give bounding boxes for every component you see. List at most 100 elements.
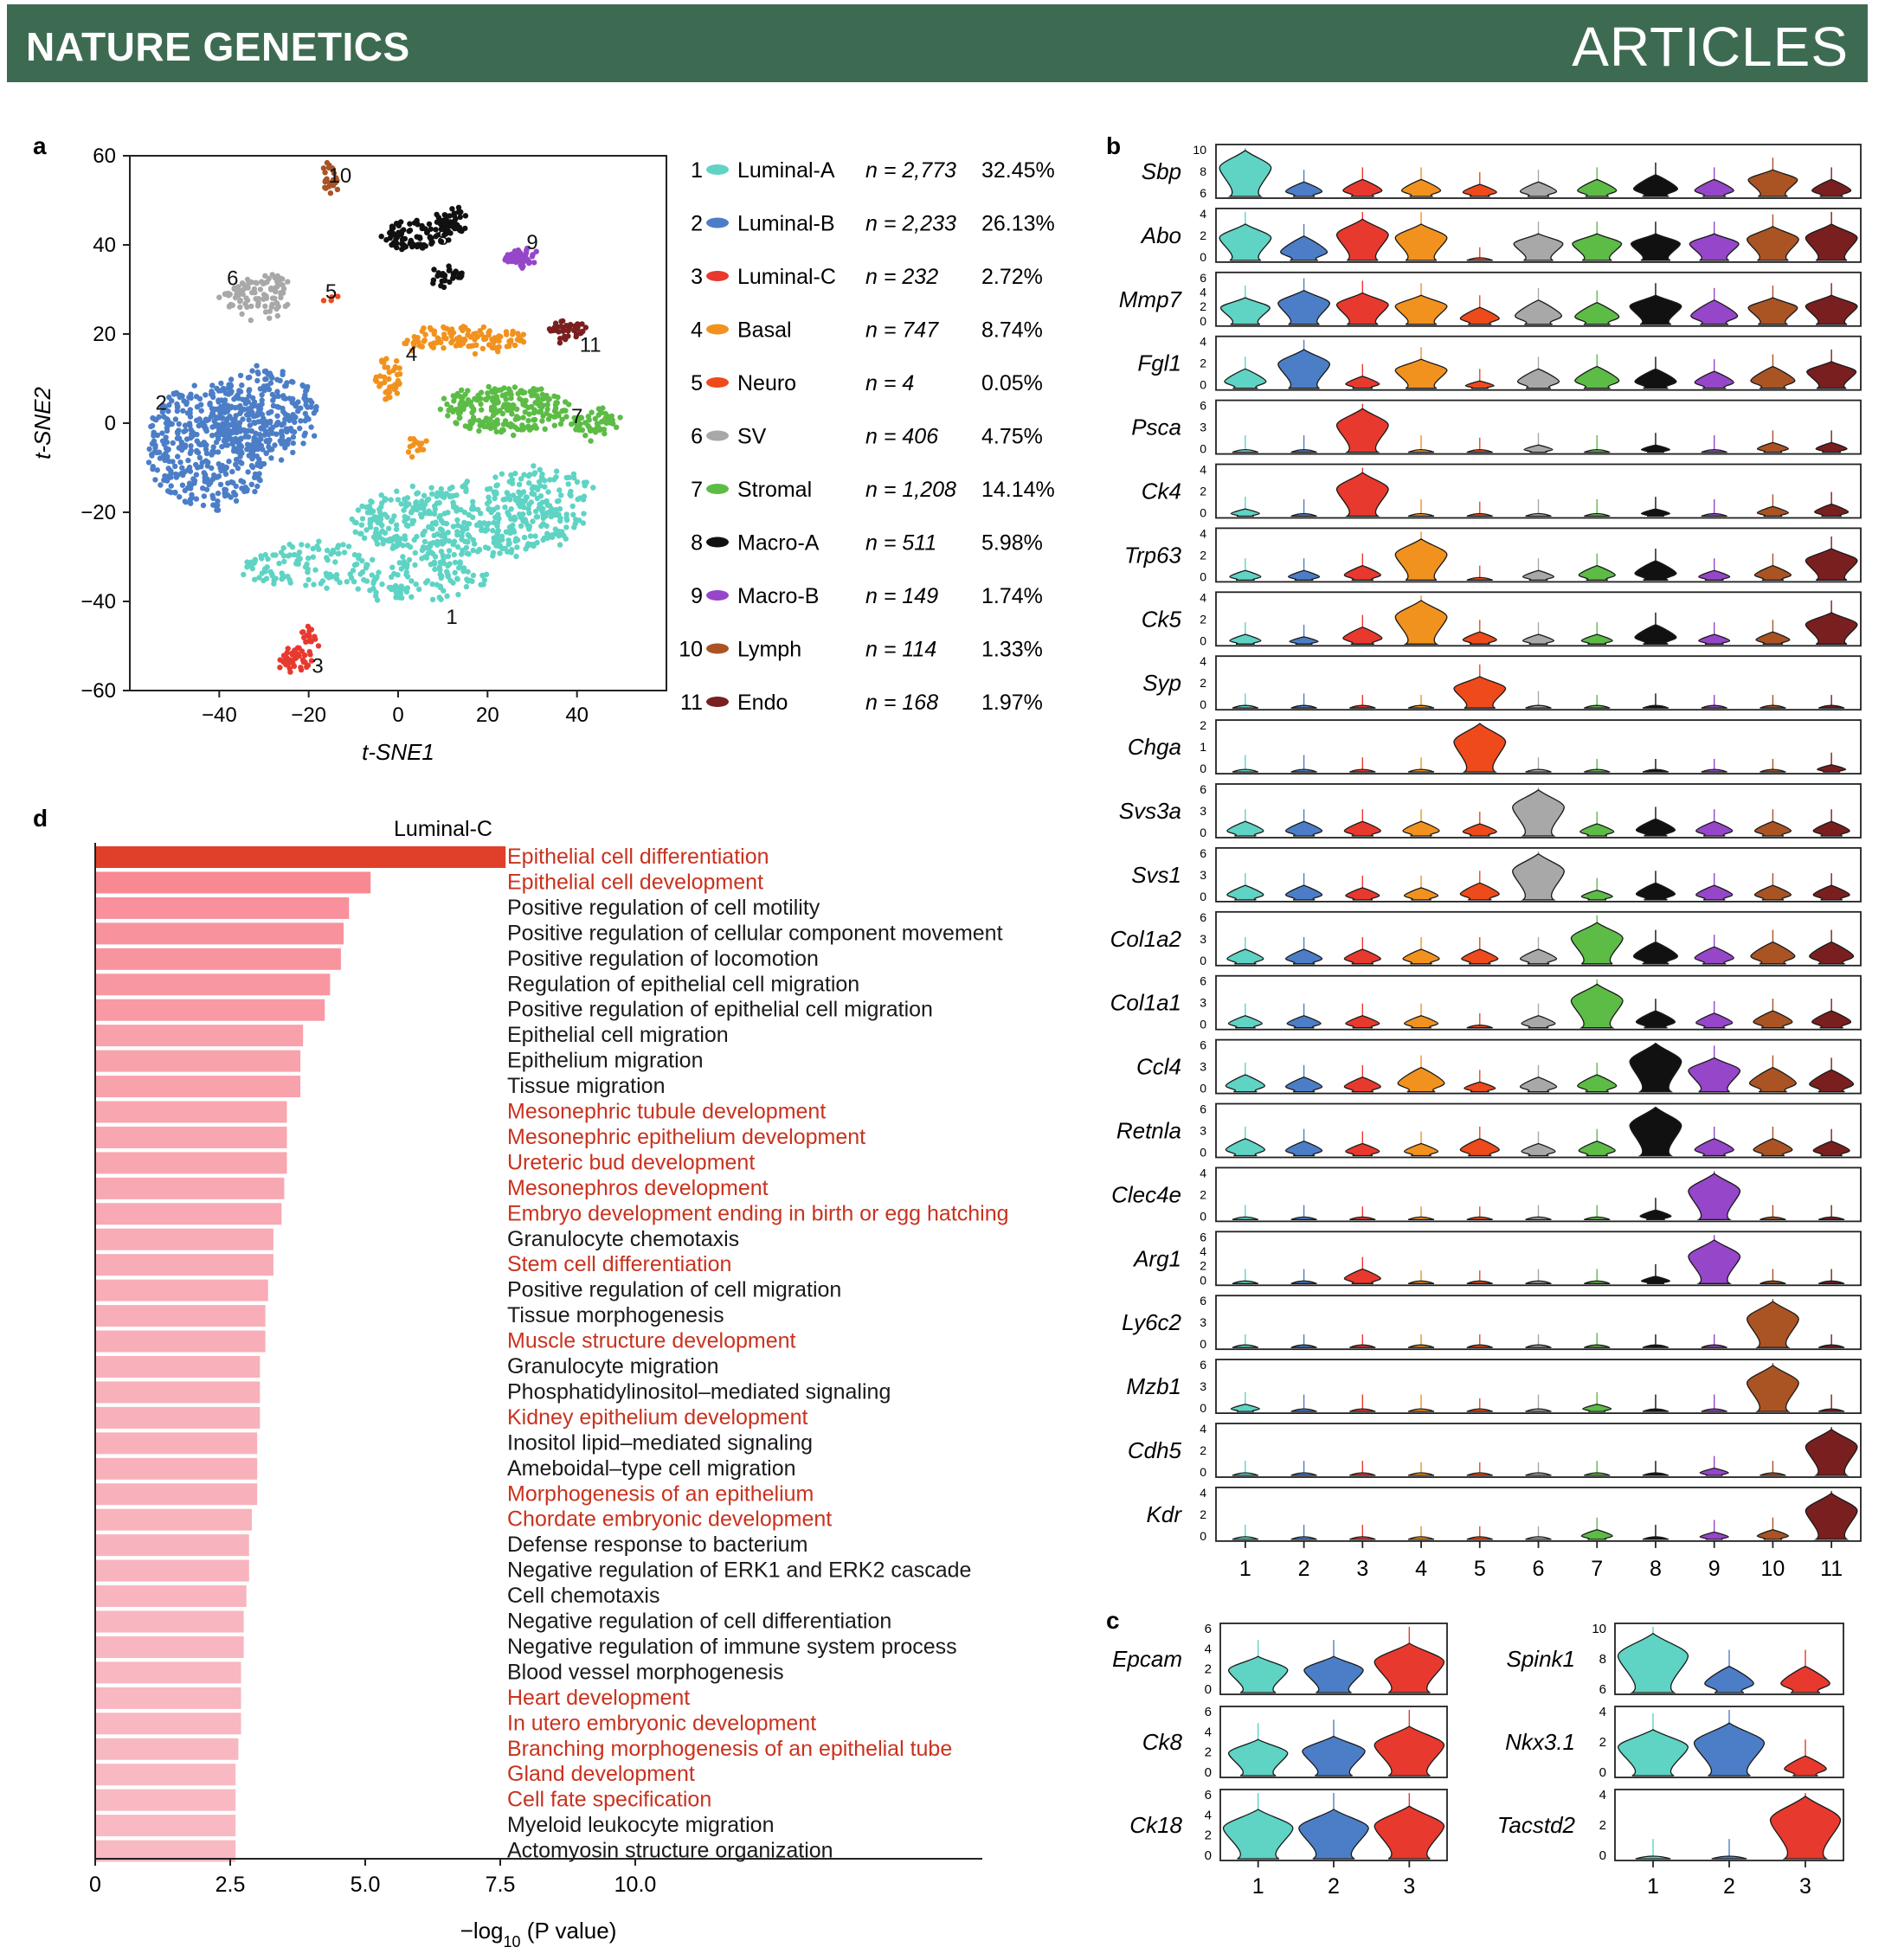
legend-swatch <box>706 271 729 281</box>
scatter-point <box>257 286 264 292</box>
violin-body <box>1232 1472 1259 1476</box>
gene-label: Ck4 <box>1142 479 1181 504</box>
violin <box>1225 1063 1265 1093</box>
scatter-point <box>254 363 260 369</box>
scatter-point <box>174 408 180 414</box>
scatter-point <box>521 253 528 260</box>
scatter-point <box>443 520 450 527</box>
violin <box>1584 1461 1611 1476</box>
scatter-point <box>466 344 472 350</box>
scatter-point <box>532 533 538 539</box>
legend-swatch <box>706 537 729 548</box>
violin-body <box>1579 823 1615 837</box>
legend-percent: 26.13% <box>981 212 1055 236</box>
violin <box>1466 1270 1493 1284</box>
violin-body <box>1570 983 1624 1029</box>
go-term-label: Stem cell differentiation <box>507 1252 731 1276</box>
scatter-point <box>460 529 466 535</box>
go-bar <box>95 1661 241 1684</box>
violin <box>1290 1205 1317 1221</box>
go-bar <box>95 846 506 868</box>
x-tick-label: 0 <box>89 1873 101 1897</box>
scatter-point <box>499 545 505 552</box>
scatter-point <box>280 545 286 551</box>
violin-body <box>1760 1216 1786 1221</box>
scatter-point <box>432 554 439 560</box>
violin <box>1232 1461 1259 1476</box>
violin-body <box>1343 948 1381 965</box>
legend-swatch <box>706 643 729 654</box>
scatter-point <box>372 377 379 383</box>
violin <box>1349 1461 1376 1476</box>
scatter-point <box>522 402 529 408</box>
scatter-point <box>504 407 511 414</box>
scatter-point <box>414 506 421 513</box>
violin <box>1519 937 1558 965</box>
go-term-label: In utero embryonic development <box>507 1711 816 1735</box>
scatter-point <box>460 327 466 334</box>
scatter-point <box>368 518 374 524</box>
gene-label: Tacstd2 <box>1497 1812 1576 1838</box>
scatter-point <box>546 326 553 332</box>
scatter-point <box>507 525 513 531</box>
violin <box>1403 1131 1439 1157</box>
scatter-point <box>482 418 488 424</box>
y-tick-label: 2 <box>1200 548 1206 562</box>
scatter-point <box>511 432 517 439</box>
scatter-point <box>398 501 404 507</box>
violin-body <box>1522 569 1555 582</box>
legend-count: n = 149 <box>865 584 938 608</box>
scatter-point <box>306 649 312 655</box>
violin-body <box>1747 169 1798 197</box>
scatter-point <box>520 331 526 337</box>
legend-count: n = 1,208 <box>865 478 956 502</box>
violin <box>1521 1131 1556 1157</box>
go-term-label: Embryo development ending in birth or eg… <box>507 1201 1009 1225</box>
x-axis-label-suffix: (P value) <box>521 1918 617 1944</box>
violin-body <box>1407 1536 1435 1540</box>
scatter-point <box>194 431 200 438</box>
gene-label: Svs1 <box>1131 862 1181 888</box>
violin-body <box>1817 1280 1845 1284</box>
y-tick-label: 3 <box>1200 1315 1206 1329</box>
scatter-point <box>481 527 488 533</box>
legend-name: Lymph <box>737 638 801 662</box>
violin <box>1284 809 1323 837</box>
scatter-point <box>378 381 384 387</box>
scatter-point <box>149 453 155 459</box>
go-bar <box>95 1254 273 1276</box>
violin-body <box>1769 1795 1842 1860</box>
scatter-point <box>416 235 423 241</box>
scatter-point <box>226 304 233 310</box>
scatter-point <box>424 229 430 235</box>
scatter-point <box>259 556 265 562</box>
scatter-point <box>467 334 474 340</box>
scatter-point <box>491 519 497 526</box>
scatter-point <box>244 447 250 453</box>
violin-body <box>1817 764 1847 773</box>
scatter-point <box>519 422 525 428</box>
violin-body <box>1343 820 1381 837</box>
violin <box>1284 1064 1323 1093</box>
violin-row-frame <box>1219 1623 1448 1695</box>
y-tick-label: 2 <box>1205 1662 1212 1677</box>
go-bar <box>95 1152 287 1174</box>
scatter-point <box>326 162 332 169</box>
scatter-point <box>467 399 474 405</box>
violin <box>1462 812 1497 837</box>
go-bar <box>95 1025 304 1047</box>
violin <box>1525 1462 1552 1476</box>
scatter-point <box>152 445 158 451</box>
scatter-point <box>286 395 293 402</box>
scatter-point <box>557 421 564 427</box>
scatter-point <box>385 394 392 400</box>
violin-body <box>1634 560 1677 582</box>
violin-body <box>1226 884 1264 901</box>
violin <box>1806 349 1857 389</box>
scatter-point <box>526 411 532 417</box>
violin <box>1753 1126 1793 1157</box>
violin-body <box>1284 1076 1323 1093</box>
